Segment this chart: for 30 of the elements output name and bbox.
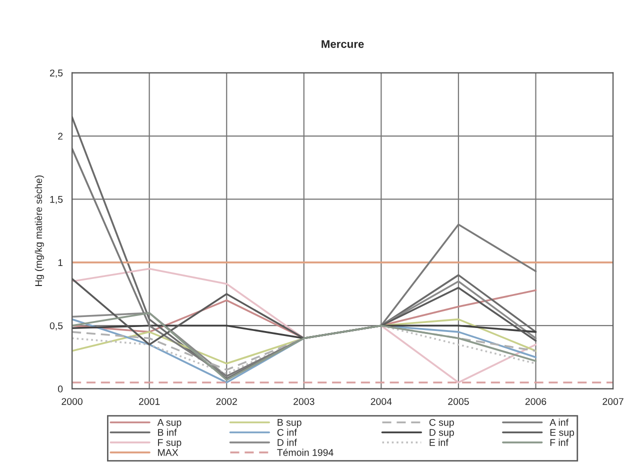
y-tick-label: 2,5 [50, 70, 63, 78]
legend-label: A inf [550, 418, 569, 426]
y-tick-label: 1,5 [50, 196, 63, 204]
y-tick-label: 0 [58, 386, 63, 392]
x-tick-label: 2000 [62, 398, 82, 405]
legend-label: C inf [277, 428, 297, 436]
x-tick-label: 2002 [216, 398, 237, 405]
x-tick-label: 2001 [139, 398, 160, 405]
legend-label: D inf [278, 438, 297, 446]
x-tick-label: 2003 [294, 398, 314, 405]
legend-label: E inf [430, 438, 448, 446]
legend-label: A sup [157, 419, 182, 428]
y-tick-label: 0,5 [50, 322, 63, 330]
y-axis-title: Hg (mg/kg matière sèche) [34, 176, 44, 286]
legend-label: MAX [158, 449, 178, 456]
x-tick-label: 2005 [448, 398, 469, 405]
legend-label: Témoin 1994 [277, 448, 334, 456]
legend-label: B sup [278, 419, 302, 428]
legend-label: F sup [158, 439, 182, 448]
y-tick-label: 1 [58, 259, 63, 266]
y-tick-label: 2 [58, 132, 63, 140]
chart-title: Mercure [322, 40, 364, 48]
legend-label: B inf [158, 428, 177, 436]
legend-label: E sup [550, 429, 574, 438]
x-tick-label: 2004 [370, 398, 392, 405]
x-tick-label: 2006 [525, 398, 546, 405]
x-tick-label: 2007 [602, 398, 624, 405]
legend-label: F inf [550, 438, 569, 446]
legend-label: C sup [429, 418, 454, 428]
legend-label: D sup [430, 429, 454, 438]
